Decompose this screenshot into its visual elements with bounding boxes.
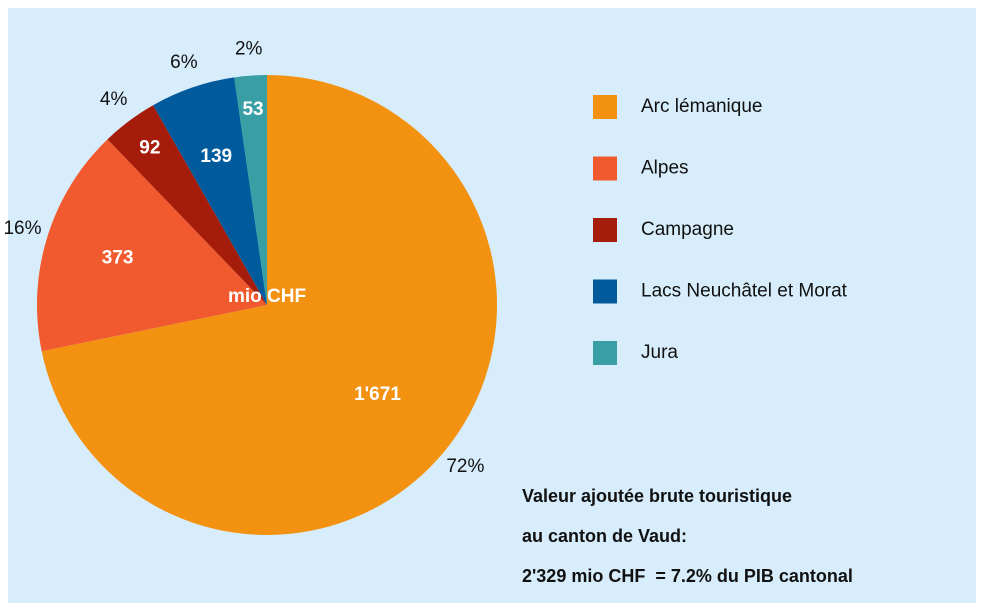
legend-label: Campagne — [641, 219, 734, 240]
percent-label: 6% — [170, 52, 198, 73]
legend-swatch — [593, 279, 617, 304]
annotation: 2'329 mio CHF = 7.2% du PIB cantonal — [522, 566, 853, 586]
annotation: Valeur ajoutée brute touristique — [522, 486, 792, 506]
pie-slice — [234, 75, 267, 305]
pie-slice — [153, 77, 267, 305]
percent-label: 16% — [3, 218, 41, 239]
legend-swatch — [593, 95, 617, 119]
value-label: 139 — [200, 146, 232, 167]
percent-label: 72% — [446, 456, 484, 477]
pie-slice — [36, 139, 267, 352]
value-label: 92 — [139, 137, 160, 158]
center-label: mio CHF — [228, 286, 306, 307]
legend-label: Arc lémanique — [641, 96, 762, 117]
pie-slice — [107, 105, 268, 305]
legend-swatch — [593, 218, 617, 242]
legend-label: Jura — [641, 342, 678, 363]
legend-label: Lacs Neuchâtel et Morat — [641, 281, 848, 302]
value-label: 373 — [102, 248, 134, 269]
legend-swatch — [593, 156, 617, 181]
value-label: 1'671 — [354, 384, 401, 405]
annotation: au canton de Vaud: — [522, 526, 687, 546]
value-label: 53 — [242, 99, 263, 120]
pie-slice — [41, 75, 497, 535]
percent-label: 4% — [100, 89, 128, 110]
legend-swatch — [593, 341, 617, 365]
percent-label: 2% — [235, 39, 263, 60]
legend-label: Alpes — [641, 158, 689, 179]
